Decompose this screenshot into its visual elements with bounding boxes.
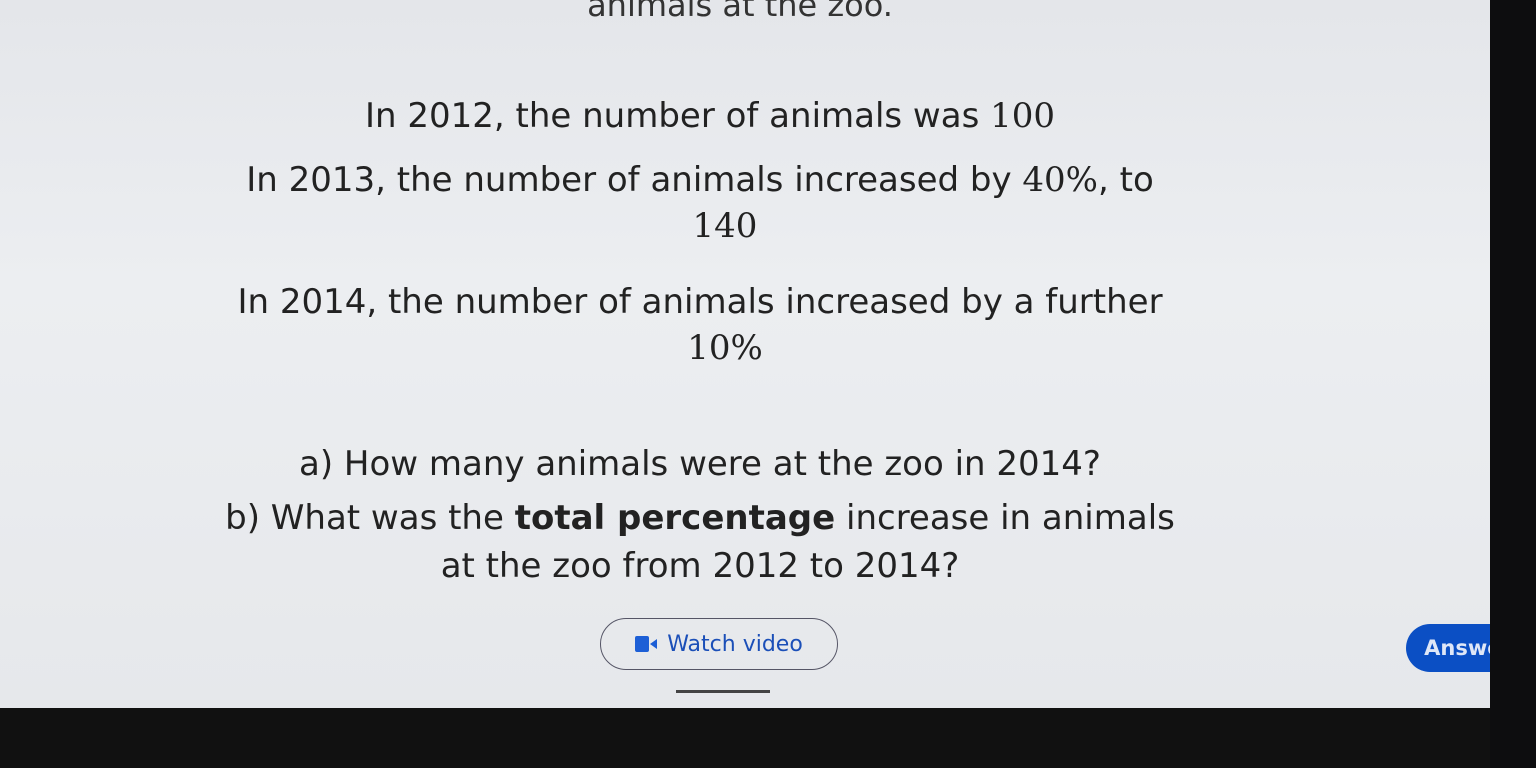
part-b-bold: total percentage (514, 498, 836, 538)
part-b-post: increase in animals (846, 498, 1175, 538)
value-2013: 140 (692, 206, 758, 246)
intro-text: animals at the zoo. (587, 0, 893, 24)
watch-video-button[interactable]: Watch video (600, 618, 838, 670)
line-2013-text: In 2013, the number of animals increased… (246, 160, 1012, 200)
part-b: b) What was the total percentage increas… (0, 498, 1400, 538)
video-camera-icon (635, 636, 658, 652)
line-2012: In 2012, the number of animals was 100 (10, 96, 1410, 136)
line-2013: In 2013, the number of animals increased… (0, 160, 1400, 200)
value-2012: 100 (990, 96, 1056, 136)
line-2014: In 2014, the number of animals increased… (237, 282, 1163, 322)
pct-2014: 10% (687, 328, 763, 368)
question-screen: animals at the zoo. In 2012, the number … (0, 0, 1530, 708)
line-2012-text: In 2012, the number of animals was (364, 96, 980, 136)
part-b-line2: at the zoo from 2012 to 2014? (440, 546, 960, 586)
line-2013-end: , to (1098, 160, 1154, 200)
pct-2013: 40% (1022, 160, 1098, 200)
tab-underline (676, 690, 770, 693)
part-b-pre: b) What was the (225, 498, 504, 538)
watch-video-label: Watch video (667, 631, 803, 657)
screen-bezel (1490, 0, 1536, 768)
part-a: a) How many animals were at the zoo in 2… (299, 444, 1101, 484)
